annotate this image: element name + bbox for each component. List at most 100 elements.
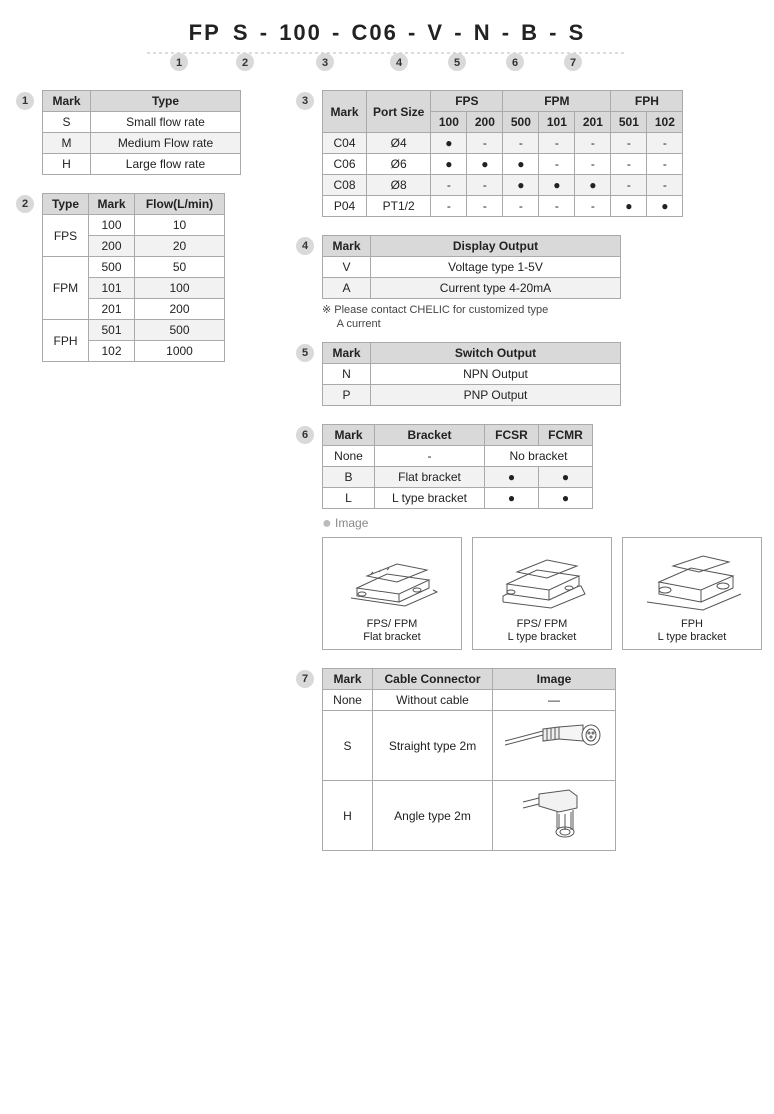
t1-r2c1: Large flow rate xyxy=(91,154,241,175)
seg-1: S xyxy=(231,20,252,46)
cell: Angle type 2m xyxy=(373,781,493,851)
card-sub: L type bracket xyxy=(508,631,577,643)
bracket-images-row: FPS/ FPMFlat bracket xyxy=(322,537,762,651)
svg-text:3: 3 xyxy=(322,57,328,69)
cell: 100 xyxy=(135,278,225,299)
cell: ● xyxy=(485,466,539,487)
cell: ● xyxy=(503,154,539,175)
cell: - xyxy=(467,133,503,154)
bracket-card-1: FPS/ FPMFlat bracket xyxy=(322,537,462,651)
cell: 500 xyxy=(89,257,135,278)
card-sub: L type bracket xyxy=(658,631,727,643)
t2-g1-type: FPM xyxy=(43,257,89,320)
cell: H xyxy=(323,781,373,851)
t3-h-fps: FPS xyxy=(431,91,503,112)
t3-h-fpm: FPM xyxy=(503,91,611,112)
sep: - xyxy=(549,20,566,45)
sep: - xyxy=(408,20,425,45)
cell: 200 xyxy=(89,236,135,257)
sep: - xyxy=(502,20,519,45)
cell: - xyxy=(575,196,611,217)
bracket-flat-icon xyxy=(332,544,452,614)
t6-h1: Bracket xyxy=(375,424,485,445)
cell: - xyxy=(575,154,611,175)
t1-r1c0: M xyxy=(43,133,91,154)
table-7-block: 7 Mark Cable Connector Image None Withou… xyxy=(296,668,762,851)
t4-h0: Mark xyxy=(323,236,371,257)
seg-7: S xyxy=(567,20,588,46)
t1-r0c1: Small flow rate xyxy=(91,112,241,133)
cell: A xyxy=(323,278,371,299)
cell: 201 xyxy=(89,299,135,320)
cell: ● xyxy=(431,154,467,175)
t3-h-fph: FPH xyxy=(611,91,683,112)
t3-sh2: 500 xyxy=(503,112,539,133)
svg-text:4: 4 xyxy=(396,57,403,69)
cell: Voltage type 1-5V xyxy=(371,257,621,278)
seg-5: N xyxy=(472,20,494,46)
sep: - xyxy=(260,20,277,45)
cell: S xyxy=(323,711,373,781)
cell: 501 xyxy=(89,320,135,341)
badge-6: 6 xyxy=(296,426,314,444)
t1-r1c1: Medium Flow rate xyxy=(91,133,241,154)
cell: - xyxy=(539,133,575,154)
svg-text:1: 1 xyxy=(176,57,182,69)
t1-r2c0: H xyxy=(43,154,91,175)
svg-text:5: 5 xyxy=(454,57,460,69)
cell: L xyxy=(323,487,375,508)
cell: 1000 xyxy=(135,341,225,362)
t7-h1: Cable Connector xyxy=(373,669,493,690)
table-4-block: 4 MarkDisplay Output VVoltage type 1-5V … xyxy=(296,235,762,332)
cell: 50 xyxy=(135,257,225,278)
cell: 500 xyxy=(135,320,225,341)
bracket-fph-icon xyxy=(632,544,752,614)
table-2-block: 2 Type Mark Flow(L/min) FPS10010 20020 F… xyxy=(16,193,266,362)
bracket-card-3: FPHL type bracket xyxy=(622,537,762,651)
cell: V xyxy=(323,257,371,278)
cell: - xyxy=(539,154,575,175)
cell: ● xyxy=(485,487,539,508)
t5-h0: Mark xyxy=(323,342,371,363)
table-2: Type Mark Flow(L/min) FPS10010 20020 FPM… xyxy=(42,193,225,362)
left-column: 1 MarkType SSmall flow rate MMedium Flow… xyxy=(16,90,266,380)
segment-number-row: 1 2 3 4 5 6 7 xyxy=(16,50,758,70)
t2-h2: Flow(L/min) xyxy=(135,194,225,215)
cell: Without cable xyxy=(373,690,493,711)
cell: - xyxy=(431,196,467,217)
t1-h0: Mark xyxy=(43,91,91,112)
bracket-card-2: FPS/ FPML type bracket xyxy=(472,537,612,651)
cell: 102 xyxy=(89,341,135,362)
cell: P xyxy=(323,384,371,405)
t3-sh3: 101 xyxy=(539,112,575,133)
cell: ● xyxy=(503,175,539,196)
table-4-note: ※ Please contact CHELIC for customized t… xyxy=(322,303,762,332)
table-4: MarkDisplay Output VVoltage type 1-5V AC… xyxy=(322,235,621,299)
t3-sh1: 200 xyxy=(467,112,503,133)
t3-h-mark: Mark xyxy=(323,91,367,133)
cell: PT1/2 xyxy=(367,196,431,217)
cable-none-icon: — xyxy=(493,690,616,711)
cell: ● xyxy=(611,196,647,217)
cell: - xyxy=(647,175,683,196)
cell: - xyxy=(431,175,467,196)
cell: 100 xyxy=(89,215,135,236)
card-title: FPH xyxy=(681,618,703,630)
cell: - xyxy=(611,154,647,175)
cable-angle-icon xyxy=(493,781,616,851)
cable-straight-icon xyxy=(493,711,616,781)
image-label-text: Image xyxy=(335,516,368,530)
cell: - xyxy=(539,196,575,217)
card-title: FPS/ FPM xyxy=(517,618,568,630)
cell: ● xyxy=(647,196,683,217)
cell: C04 xyxy=(323,133,367,154)
cell: L type bracket xyxy=(375,487,485,508)
cell: - xyxy=(375,445,485,466)
seg-2: 100 xyxy=(277,20,324,46)
t2-h1: Mark xyxy=(89,194,135,215)
t7-h2: Image xyxy=(493,669,616,690)
t2-g0-type: FPS xyxy=(43,215,89,257)
table-7: Mark Cable Connector Image None Without … xyxy=(322,668,616,851)
svg-text:2: 2 xyxy=(242,57,248,69)
table-5: MarkSwitch Output NNPN Output PPNP Outpu… xyxy=(322,342,621,406)
